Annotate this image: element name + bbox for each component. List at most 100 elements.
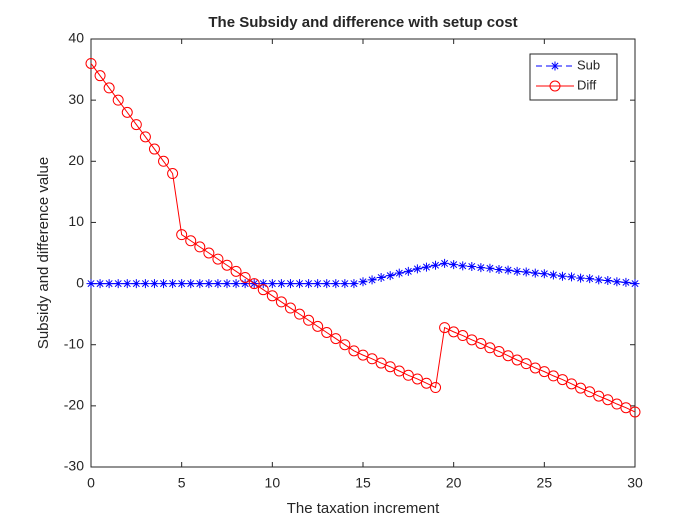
y-tick-label: -20 xyxy=(64,397,84,413)
data-point xyxy=(584,386,596,398)
data-point xyxy=(304,279,314,289)
data-point xyxy=(186,279,196,289)
data-point xyxy=(131,279,141,289)
data-point xyxy=(339,339,351,351)
data-point xyxy=(203,247,215,259)
legend-label: Sub xyxy=(577,57,600,72)
data-point xyxy=(340,279,350,289)
data-point xyxy=(294,308,306,320)
data-point xyxy=(576,273,586,283)
x-tick-label: 5 xyxy=(178,475,186,491)
data-point xyxy=(376,272,386,282)
data-point xyxy=(168,279,178,289)
data-point xyxy=(566,378,578,390)
data-point xyxy=(420,377,432,389)
data-point xyxy=(358,277,368,287)
data-point xyxy=(213,279,223,289)
data-point xyxy=(412,264,422,274)
data-point xyxy=(349,279,359,289)
data-point xyxy=(629,406,641,418)
legend-box xyxy=(529,53,618,101)
data-point xyxy=(267,279,277,289)
data-point xyxy=(620,402,632,414)
data-point xyxy=(366,353,378,365)
data-point xyxy=(266,290,278,302)
data-point xyxy=(86,279,96,289)
data-point xyxy=(121,106,133,118)
data-point xyxy=(385,271,395,281)
data-point xyxy=(195,279,205,289)
data-point xyxy=(177,279,187,289)
data-point xyxy=(538,366,550,378)
data-point xyxy=(403,266,413,276)
data-point xyxy=(494,265,504,275)
data-point xyxy=(348,345,360,357)
data-point xyxy=(295,279,305,289)
data-point xyxy=(222,279,232,289)
data-point xyxy=(130,119,142,131)
y-tick-label: 20 xyxy=(68,152,84,168)
data-point xyxy=(321,326,333,338)
data-point xyxy=(322,279,332,289)
x-tick-label: 25 xyxy=(537,475,553,491)
data-point xyxy=(140,279,150,289)
data-point xyxy=(548,270,558,280)
data-point xyxy=(458,261,468,271)
data-point xyxy=(113,279,123,289)
y-tick-label: -30 xyxy=(64,458,84,474)
legend-marker xyxy=(549,80,561,92)
data-point xyxy=(556,374,568,386)
data-point xyxy=(139,131,151,143)
chart-title: The Subsidy and difference with setup co… xyxy=(208,14,517,31)
data-point xyxy=(520,358,532,370)
data-point xyxy=(594,275,604,285)
y-tick-label: 0 xyxy=(76,274,84,290)
data-point xyxy=(240,279,250,289)
y-tick-label: 30 xyxy=(68,91,84,107)
data-point xyxy=(94,70,106,82)
data-point xyxy=(221,259,233,271)
data-point xyxy=(476,263,486,273)
data-point xyxy=(230,265,242,277)
data-point xyxy=(159,279,169,289)
data-point xyxy=(158,155,170,167)
legend: Sub Diff xyxy=(529,53,618,101)
data-point xyxy=(430,382,442,394)
data-point xyxy=(467,261,477,271)
x-tick-label: 20 xyxy=(446,475,462,491)
data-point xyxy=(330,333,342,345)
data-point xyxy=(313,279,323,289)
data-point xyxy=(275,296,287,308)
data-point xyxy=(512,266,522,276)
data-point xyxy=(149,279,159,289)
x-tick-label: 10 xyxy=(265,475,281,491)
data-point xyxy=(394,268,404,278)
data-point xyxy=(475,337,487,349)
y-tick-label: 40 xyxy=(68,30,84,46)
data-point xyxy=(521,267,531,277)
x-axis-label: The taxation increment xyxy=(287,500,440,517)
data-point xyxy=(112,94,124,106)
data-point xyxy=(185,235,197,247)
x-tick-label: 0 xyxy=(87,475,95,491)
x-tick-label: 15 xyxy=(355,475,371,491)
data-point xyxy=(557,271,567,281)
data-point xyxy=(539,269,549,279)
data-point xyxy=(530,268,540,278)
data-point xyxy=(285,279,295,289)
data-point xyxy=(85,57,97,69)
data-point xyxy=(431,260,441,270)
data-point xyxy=(231,279,241,289)
data-point xyxy=(493,345,505,357)
data-point xyxy=(367,275,377,285)
y-axis-label: Subsidy and difference value xyxy=(35,157,52,349)
data-point xyxy=(457,330,469,342)
data-point xyxy=(630,279,640,289)
data-point xyxy=(439,322,451,334)
data-point xyxy=(204,279,214,289)
plot-area xyxy=(90,38,636,468)
data-point xyxy=(212,253,224,265)
y-tick-label: 10 xyxy=(68,213,84,229)
data-point xyxy=(603,276,613,286)
